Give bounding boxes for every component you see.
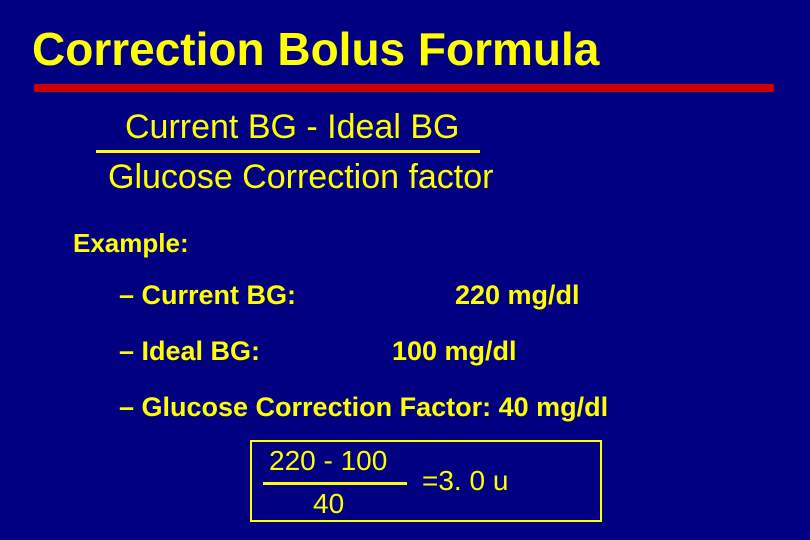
slide: Correction Bolus Formula Current BG - Id…: [0, 0, 810, 540]
slide-title: Correction Bolus Formula: [32, 22, 599, 76]
current-bg-value: 220 mg/dl: [455, 280, 580, 311]
ideal-bg-label: – Ideal BG:: [119, 336, 260, 367]
formula-numerator: Current BG - Ideal BG: [125, 108, 459, 147]
current-bg-label: – Current BG:: [119, 280, 296, 311]
ideal-bg-value: 100 mg/dl: [392, 336, 517, 367]
calc-vinculum: [263, 482, 407, 485]
calc-denominator: 40: [313, 488, 344, 520]
title-underline: [34, 84, 774, 92]
formula-denominator: Glucose Correction factor: [108, 158, 494, 197]
formula-vinculum: [96, 150, 480, 153]
example-label: Example:: [73, 228, 189, 259]
correction-factor-row: – Glucose Correction Factor: 40 mg/dl: [119, 392, 608, 423]
calc-result: =3. 0 u: [422, 465, 508, 497]
calc-numerator: 220 - 100: [269, 445, 387, 477]
